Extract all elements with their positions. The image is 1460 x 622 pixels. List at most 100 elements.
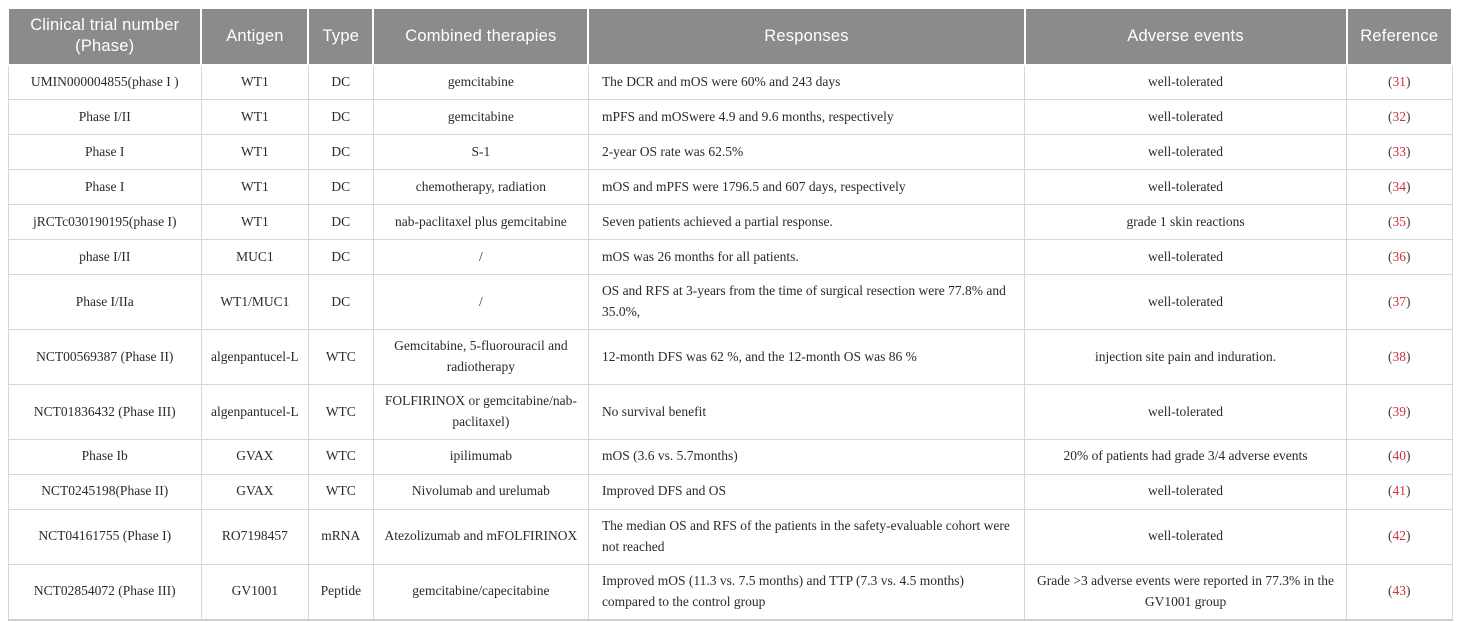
- cell-adverse-events: 20% of patients had grade 3/4 adverse ev…: [1024, 438, 1348, 475]
- cell-antigen: GVAX: [200, 438, 309, 475]
- reference-citation-link[interactable]: (41): [1388, 483, 1411, 499]
- header-adverse-events: Adverse events: [1023, 7, 1348, 66]
- cell-combined-therapies: /: [372, 239, 589, 276]
- reference-citation-link[interactable]: (39): [1388, 403, 1411, 419]
- cell-antigen: MUC1: [200, 239, 309, 276]
- cell-adverse-events: well-tolerated: [1024, 508, 1348, 565]
- cell-clinical-trial-number: NCT01836432 (Phase III): [7, 384, 202, 440]
- cell-reference: (40): [1346, 438, 1453, 475]
- cell-responses: mOS and mPFS were 1796.5 and 607 days, r…: [587, 169, 1026, 206]
- table-row: NCT04161755 (Phase I) RO7198457 mRNA Ate…: [7, 508, 1453, 565]
- reference-citation-link[interactable]: (40): [1388, 448, 1411, 464]
- cell-combined-therapies: gemcitabine: [372, 99, 589, 136]
- reference-number: 34: [1392, 178, 1407, 194]
- table-row: phase I/II MUC1 DC / mOS was 26 months f…: [7, 239, 1453, 276]
- reference-citation-link[interactable]: (37): [1388, 293, 1411, 309]
- table-header: Clinical trial number (Phase) Antigen Ty…: [6, 7, 1454, 66]
- cell-reference: (39): [1346, 384, 1453, 440]
- cell-adverse-events: well-tolerated: [1024, 473, 1348, 510]
- reference-number: 33: [1392, 143, 1407, 159]
- header-clinical-trial-number: Clinical trial number (Phase): [6, 7, 203, 66]
- table-row: NCT0245198(Phase II) GVAX WTC Nivolumab …: [7, 473, 1453, 510]
- header-antigen: Antigen: [200, 7, 310, 66]
- reference-citation-link[interactable]: (31): [1388, 74, 1411, 90]
- cell-combined-therapies: chemotherapy, radiation: [372, 169, 589, 206]
- cell-clinical-trial-number: Phase Ib: [7, 438, 202, 475]
- cell-clinical-trial-number: Phase I/II: [7, 99, 202, 136]
- cell-reference: (31): [1346, 64, 1453, 101]
- header-reference: Reference: [1345, 7, 1454, 66]
- cell-combined-therapies: S-1: [372, 134, 589, 171]
- reference-number: 35: [1392, 213, 1407, 229]
- reference-citation-link[interactable]: (38): [1388, 348, 1411, 364]
- cell-reference: (32): [1346, 99, 1453, 136]
- reference-number: 41: [1392, 483, 1407, 499]
- cell-responses: The median OS and RFS of the patients in…: [587, 508, 1026, 565]
- cell-type: WTC: [307, 329, 374, 386]
- reference-citation-link[interactable]: (33): [1388, 143, 1411, 159]
- cell-adverse-events: grade 1 skin reactions: [1024, 204, 1348, 241]
- cell-combined-therapies: ipilimumab: [372, 438, 589, 475]
- table-row: Phase I/IIa WT1/MUC1 DC / OS and RFS at …: [7, 274, 1453, 331]
- table-row: NCT02854072 (Phase III) GV1001 Peptide g…: [7, 563, 1453, 621]
- reference-citation-link[interactable]: (43): [1388, 583, 1411, 599]
- cell-clinical-trial-number: Phase I/IIa: [7, 274, 202, 331]
- reference-citation-link[interactable]: (36): [1388, 248, 1411, 264]
- cell-clinical-trial-number: jRCTc030190195(phase I): [7, 204, 202, 241]
- cell-type: DC: [307, 99, 374, 136]
- cell-responses: mPFS and mOSwere 4.9 and 9.6 months, res…: [587, 99, 1026, 136]
- cell-reference: (34): [1346, 169, 1453, 206]
- table-body: UMIN000004855(phase I ) WT1 DC gemcitabi…: [7, 64, 1453, 621]
- cell-antigen: WT1: [200, 64, 309, 101]
- cell-reference: (38): [1346, 329, 1453, 386]
- cell-combined-therapies: gemcitabine/capecitabine: [372, 563, 589, 621]
- reference-citation-link[interactable]: (42): [1388, 528, 1411, 544]
- cell-combined-therapies: Atezolizumab and mFOLFIRINOX: [372, 508, 589, 565]
- cell-clinical-trial-number: Phase I: [7, 169, 202, 206]
- cell-antigen: algenpantucel-L: [200, 384, 309, 440]
- cell-antigen: RO7198457: [200, 508, 309, 565]
- table-row: Phase Ib GVAX WTC ipilimumab mOS (3.6 vs…: [7, 438, 1453, 475]
- reference-citation-link[interactable]: (35): [1388, 213, 1411, 229]
- cell-responses: Seven patients achieved a partial respon…: [587, 204, 1026, 241]
- cell-responses: OS and RFS at 3-years from the time of s…: [587, 274, 1026, 331]
- cell-adverse-events: well-tolerated: [1024, 384, 1348, 440]
- cell-responses: mOS was 26 months for all patients.: [587, 239, 1026, 276]
- cell-combined-therapies: /: [372, 274, 589, 331]
- table-row: Phase I WT1 DC S-1 2-year OS rate was 62…: [7, 134, 1453, 171]
- cell-responses: 2-year OS rate was 62.5%: [587, 134, 1026, 171]
- table-row: NCT00569387 (Phase II) algenpantucel-L W…: [7, 329, 1453, 386]
- header-type: Type: [307, 7, 375, 66]
- cell-clinical-trial-number: NCT0245198(Phase II): [7, 473, 202, 510]
- cell-combined-therapies: FOLFIRINOX or gemcitabine/nab-paclitaxel…: [372, 384, 589, 440]
- cell-antigen: algenpantucel-L: [200, 329, 309, 386]
- cell-clinical-trial-number: phase I/II: [7, 239, 202, 276]
- reference-number: 36: [1392, 248, 1407, 264]
- cell-clinical-trial-number: NCT02854072 (Phase III): [7, 563, 202, 621]
- cell-responses: mOS (3.6 vs. 5.7months): [587, 438, 1026, 475]
- reference-number: 43: [1392, 583, 1407, 599]
- cell-type: DC: [307, 204, 374, 241]
- reference-number: 42: [1392, 528, 1407, 544]
- cell-reference: (36): [1346, 239, 1453, 276]
- cell-adverse-events: injection site pain and induration.: [1024, 329, 1348, 386]
- cell-adverse-events: well-tolerated: [1024, 64, 1348, 101]
- cell-adverse-events: well-tolerated: [1024, 239, 1348, 276]
- cell-combined-therapies: Nivolumab and urelumab: [372, 473, 589, 510]
- reference-number: 39: [1392, 403, 1407, 419]
- cell-responses: No survival benefit: [587, 384, 1026, 440]
- reference-citation-link[interactable]: (34): [1388, 178, 1411, 194]
- cell-type: DC: [307, 239, 374, 276]
- cell-responses: Improved DFS and OS: [587, 473, 1026, 510]
- cell-combined-therapies: gemcitabine: [372, 64, 589, 101]
- reference-number: 31: [1392, 74, 1407, 90]
- reference-number: 37: [1392, 293, 1407, 309]
- cell-clinical-trial-number: NCT00569387 (Phase II): [7, 329, 202, 386]
- reference-citation-link[interactable]: (32): [1388, 108, 1411, 124]
- cell-adverse-events: well-tolerated: [1024, 134, 1348, 171]
- cell-type: mRNA: [307, 508, 374, 565]
- cell-type: WTC: [307, 473, 374, 510]
- cell-type: DC: [307, 134, 374, 171]
- cell-antigen: GV1001: [200, 563, 309, 621]
- cell-reference: (37): [1346, 274, 1453, 331]
